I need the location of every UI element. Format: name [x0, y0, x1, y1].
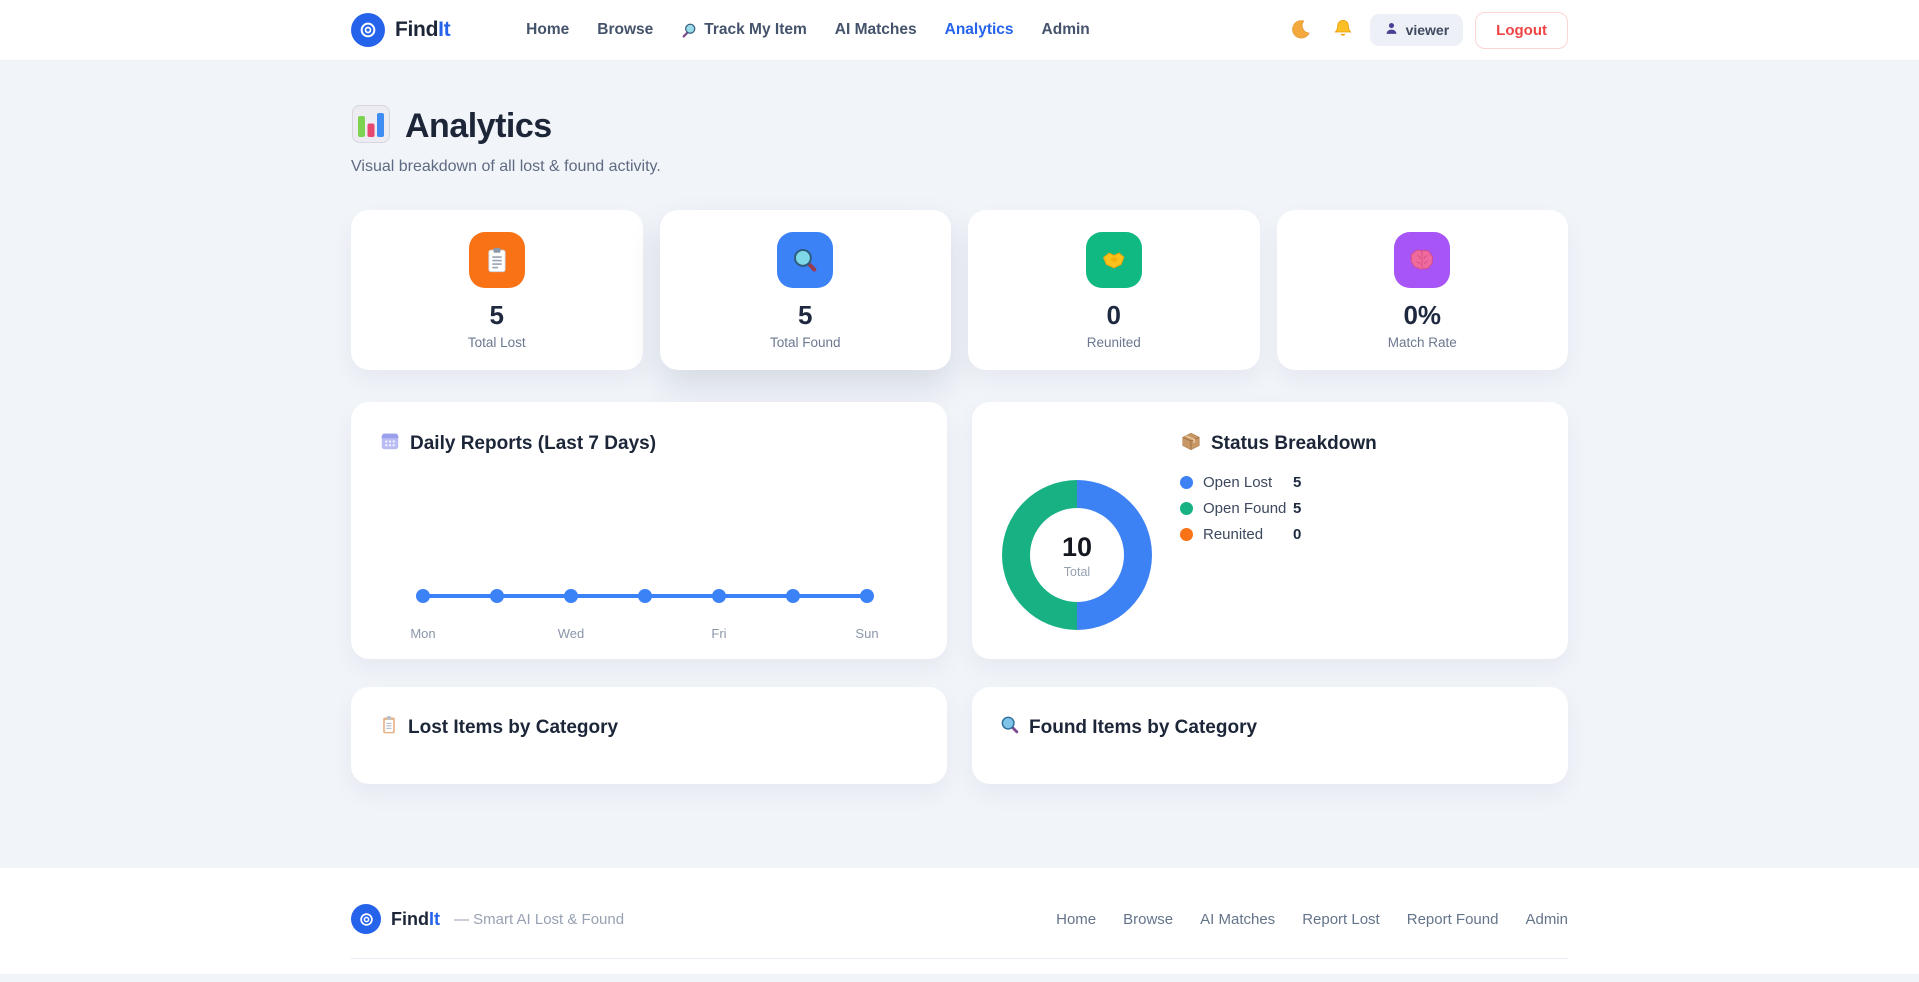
status-legend: Open Lost 5 Open Found 5 Reunited 0	[1180, 474, 1377, 543]
legend-dot	[1180, 528, 1193, 541]
legend-dot	[1180, 502, 1193, 515]
main-nav: Home Browse Track My Item AI Matches Ana…	[526, 21, 1090, 39]
line-chart-point	[638, 589, 652, 603]
status-breakdown-title-label: Status Breakdown	[1211, 433, 1377, 454]
stat-value: 5	[489, 300, 504, 330]
navbar: FindIt Home Browse Track My Item AI Matc…	[0, 0, 1919, 61]
line-chart: Mon Wed Fri Sun	[410, 458, 879, 641]
footer: FindIt — Smart AI Lost & Found Home Brow…	[0, 868, 1919, 974]
package-icon	[1180, 430, 1202, 458]
found-items-title-label: Found Items by Category	[1029, 717, 1258, 738]
user-role-badge: viewer	[1369, 14, 1464, 46]
nav-browse[interactable]: Browse	[597, 21, 654, 38]
footer-link-report-found[interactable]: Report Found	[1406, 910, 1499, 928]
notifications-button[interactable]	[1328, 15, 1358, 45]
magnifier-icon	[1000, 715, 1020, 741]
line-chart-point	[563, 589, 578, 603]
magnifier-icon	[777, 232, 834, 288]
stat-label: Total Found	[769, 335, 841, 350]
category-row: Lost Items by Category Found Items by Ca…	[351, 687, 1568, 784]
daily-reports-card: Daily Reports (Last 7 Days) Mon Wed Fri Sun	[351, 402, 947, 659]
lost-items-title: Lost Items by Category	[379, 715, 919, 741]
nav-analytics[interactable]: Analytics	[944, 21, 1014, 38]
daily-reports-title-label: Daily Reports (Last 7 Days)	[410, 433, 657, 454]
stat-value: 0%	[1403, 300, 1442, 330]
donut-total-value: 10	[1061, 531, 1093, 562]
footer-link-home[interactable]: Home	[1056, 910, 1097, 928]
donut-chart: 10 Total	[1002, 480, 1152, 630]
stat-card-total-lost: 5 Total Lost	[351, 210, 643, 370]
x-axis-tick-label: Sun	[855, 626, 879, 641]
person-icon	[1384, 21, 1399, 39]
nav-home[interactable]: Home	[526, 21, 570, 38]
legend-dot	[1180, 476, 1193, 489]
theme-toggle-button[interactable]	[1286, 15, 1316, 45]
brand-logo[interactable]: FindIt	[351, 13, 451, 47]
lost-items-title-label: Lost Items by Category	[408, 717, 619, 738]
donut-total-label: Total	[1063, 564, 1091, 579]
brand-name: FindIt	[395, 18, 451, 41]
brain-icon	[1394, 232, 1451, 288]
stat-value: 5	[798, 300, 813, 330]
findit-target-icon	[351, 13, 385, 47]
footer-link-report-lost[interactable]: Report Lost	[1302, 910, 1380, 928]
footer-link-browse[interactable]: Browse	[1123, 910, 1174, 928]
footer-brand[interactable]: FindIt — Smart AI Lost & Found	[351, 904, 624, 934]
stats-row: 5 Total Lost 5 Total Found 0 Reunited 0%…	[351, 210, 1568, 370]
footer-links: Home Browse AI Matches Report Lost Repor…	[1056, 911, 1568, 928]
legend-row-reunited: Reunited 0	[1180, 526, 1377, 543]
moon-icon	[1290, 18, 1312, 43]
page-title: Analytics	[405, 106, 552, 145]
bell-icon	[1332, 18, 1354, 43]
clipboard-icon	[379, 715, 399, 741]
magnifier-icon	[681, 22, 698, 39]
stat-card-match-rate: 0% Match Rate	[1276, 210, 1568, 370]
x-axis-tick-label: Fri	[711, 626, 727, 641]
bar-chart-icon	[351, 104, 391, 148]
clipboard-icon	[468, 232, 525, 288]
calendar-icon	[379, 430, 401, 458]
x-axis-tick-label: Mon	[410, 626, 436, 641]
page-header: Analytics	[351, 104, 1568, 148]
line-chart-point	[489, 589, 504, 603]
stat-label: Total Lost	[467, 335, 526, 350]
status-breakdown-title: Status Breakdown	[1180, 430, 1377, 458]
line-chart-point	[786, 589, 800, 603]
logout-button[interactable]: Logout	[1475, 11, 1568, 49]
nav-track-my-item[interactable]: Track My Item	[681, 21, 807, 39]
footer-tagline: — Smart AI Lost & Found	[454, 910, 625, 928]
status-breakdown-card: 10 Total Status Breakdown	[972, 402, 1568, 659]
user-role-label: viewer	[1405, 22, 1450, 38]
line-chart-point	[416, 589, 430, 603]
navbar-actions: viewer Logout	[1286, 11, 1568, 49]
donut-chart-area: 10 Total	[1000, 430, 1152, 630]
stat-card-total-found: 5 Total Found	[659, 210, 951, 370]
stat-card-reunited: 0 Reunited	[968, 210, 1260, 370]
legend-row-open-found: Open Found 5	[1180, 500, 1377, 517]
daily-reports-title: Daily Reports (Last 7 Days)	[379, 430, 919, 458]
nav-track-my-item-label: Track My Item	[704, 21, 807, 38]
lost-items-by-category-card: Lost Items by Category	[351, 687, 947, 784]
handshake-icon	[1085, 232, 1142, 288]
found-items-by-category-card: Found Items by Category	[972, 687, 1568, 784]
stat-label: Match Rate	[1387, 335, 1457, 350]
legend-row-open-lost: Open Lost 5	[1180, 474, 1377, 491]
donut-center: 10 Total	[1002, 480, 1152, 630]
x-axis-tick-label: Wed	[557, 626, 585, 641]
findit-target-icon	[351, 904, 381, 934]
page-subtitle: Visual breakdown of all lost & found act…	[351, 158, 661, 175]
footer-link-admin[interactable]: Admin	[1525, 910, 1568, 928]
found-items-title: Found Items by Category	[1000, 715, 1540, 741]
nav-admin[interactable]: Admin	[1041, 21, 1090, 38]
stat-value: 0	[1106, 300, 1121, 330]
nav-ai-matches[interactable]: AI Matches	[834, 21, 917, 38]
footer-brand-name: FindIt	[391, 908, 440, 929]
footer-link-ai-matches[interactable]: AI Matches	[1200, 910, 1276, 928]
line-chart-point	[711, 589, 726, 603]
stat-label: Reunited	[1086, 335, 1141, 350]
charts-row: Daily Reports (Last 7 Days) Mon Wed Fri Sun…	[351, 402, 1568, 659]
line-chart-point	[860, 589, 874, 603]
